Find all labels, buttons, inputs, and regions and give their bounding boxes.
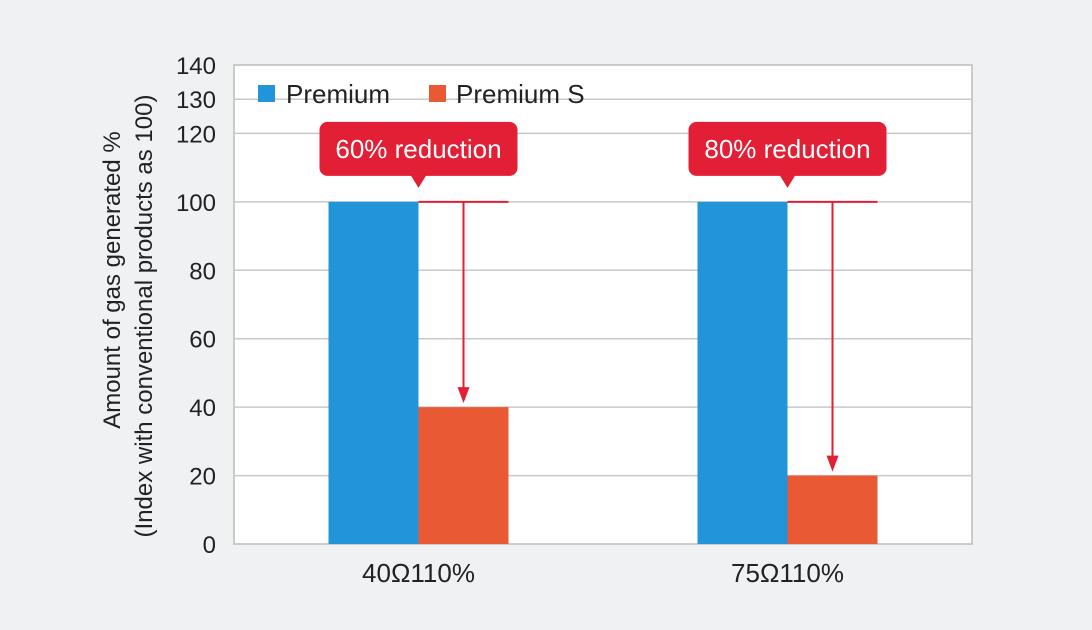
annotations: 60% reduction 80% reduction bbox=[319, 121, 887, 472]
arrow-head bbox=[826, 455, 839, 472]
legend-swatch-premium-s bbox=[429, 85, 446, 102]
y-axis-title-line2: (Index with conventional products as 100… bbox=[131, 95, 158, 538]
callout-pointer bbox=[410, 174, 427, 188]
legend-label-premium: Premium bbox=[286, 79, 390, 109]
y-tick-label: 140 bbox=[176, 53, 216, 80]
y-tick-label: 40 bbox=[189, 395, 216, 422]
y-tick-label: 120 bbox=[176, 121, 216, 148]
y-tick-label: 130 bbox=[176, 87, 216, 114]
y-axis-title-line1: Amount of gas generated % bbox=[99, 131, 126, 429]
bars bbox=[328, 201, 878, 544]
x-tick-label: 40Ω110% bbox=[362, 558, 475, 588]
bar-premium-s-1 bbox=[418, 407, 509, 544]
legend-swatch-premium bbox=[258, 85, 275, 102]
arrow-head bbox=[457, 387, 470, 404]
x-tick-label: 75Ω110% bbox=[731, 558, 844, 588]
y-tick-label: 60 bbox=[189, 327, 216, 354]
callout-label: 60% reduction bbox=[335, 134, 501, 164]
bar-premium-2 bbox=[697, 201, 788, 544]
callout-label: 80% reduction bbox=[704, 134, 870, 164]
x-tick-labels: 40Ω110% 75Ω110% bbox=[362, 558, 844, 588]
callout-box bbox=[688, 121, 887, 176]
y-tick-label: 20 bbox=[189, 464, 216, 491]
bar-premium-s-2 bbox=[787, 475, 878, 544]
y-tick-label: 0 bbox=[203, 532, 216, 559]
legend-label-premium-s: Premium S bbox=[456, 79, 585, 109]
callout-box bbox=[319, 121, 518, 176]
callout-pointer bbox=[779, 174, 796, 188]
legend: Premium Premium S bbox=[258, 79, 585, 109]
y-tick-label: 80 bbox=[189, 258, 216, 285]
y-tick-label: 100 bbox=[176, 190, 216, 217]
bar-premium-1 bbox=[328, 201, 419, 544]
y-tick-labels: 0 20 40 60 80 100 120 130 140 bbox=[176, 53, 216, 559]
